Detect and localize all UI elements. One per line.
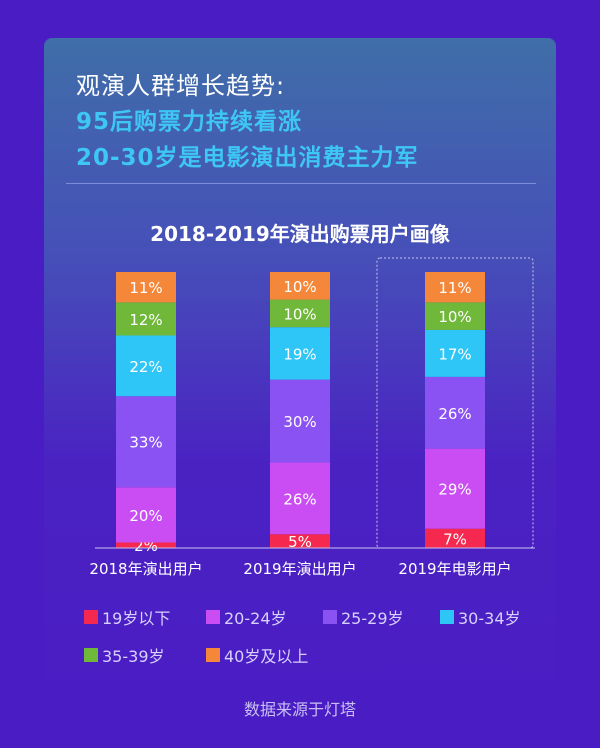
x-tick-label: 2019年电影用户: [398, 560, 511, 578]
highlight-box: [376, 257, 534, 549]
data-label: 20%: [129, 507, 162, 525]
legend-swatch: [84, 648, 98, 662]
legend-label: 30-34岁: [458, 609, 521, 628]
bar-segment: [425, 528, 485, 548]
data-label: 19%: [283, 345, 316, 363]
legend-swatch: [440, 610, 454, 624]
legend-item: 35-39岁: [84, 644, 206, 666]
chart-title: 2018-2019年演出购票用户画像: [150, 222, 450, 246]
data-label: 11%: [438, 279, 471, 297]
bar-segment: [425, 329, 485, 377]
bar-segment: [116, 396, 176, 488]
bar-segment: [116, 272, 176, 303]
bar-segment: [425, 302, 485, 330]
data-label: 10%: [283, 278, 316, 296]
bar-segment: [270, 299, 330, 328]
bar-segment: [425, 272, 485, 303]
legend-swatch: [84, 610, 98, 624]
data-label: 26%: [283, 490, 316, 508]
bar-segment: [116, 542, 176, 548]
data-label: 22%: [129, 358, 162, 376]
data-label: 12%: [129, 311, 162, 329]
bar-segment: [270, 534, 330, 548]
legend-swatch: [206, 610, 220, 624]
legend-swatch: [206, 648, 220, 662]
legend-swatch: [323, 610, 337, 624]
bar-segment: [270, 327, 330, 380]
data-label: 26%: [438, 405, 471, 423]
legend-label: 20-24岁: [224, 609, 287, 628]
headline: 观演人群增长趋势:: [76, 72, 286, 100]
data-source: 数据来源于灯塔: [243, 700, 356, 719]
x-tick-label: 2018年演出用户: [89, 560, 202, 578]
data-label: 33%: [129, 434, 162, 452]
legend-label: 25-29岁: [341, 609, 404, 628]
subheadline-2: 20-30岁是电影演出消费主力军: [76, 145, 419, 171]
subheadline-1: 95后购票力持续看涨: [76, 109, 303, 135]
legend-label: 35-39岁: [102, 647, 165, 666]
data-label: 11%: [129, 279, 162, 297]
legend-item: 25-29岁: [323, 606, 440, 628]
legend-item: 20-24岁: [206, 606, 323, 628]
data-label: 10%: [438, 308, 471, 326]
bar-segment: [425, 376, 485, 449]
bar-segment: [116, 302, 176, 336]
divider: [66, 183, 536, 184]
bar-segment: [116, 487, 176, 543]
bar-segment: [270, 272, 330, 300]
bar-segment: [116, 335, 176, 397]
legend-label: 19岁以下: [102, 609, 171, 628]
data-label: 5%: [288, 533, 312, 551]
legend-item: 40岁及以上: [206, 644, 323, 666]
x-tick-label: 2019年演出用户: [243, 560, 356, 578]
legend: 19岁以下 20-24岁 25-29岁 30-34岁 35-39岁 40岁及以上: [84, 606, 564, 666]
bar-segment: [270, 379, 330, 463]
legend-label: 40岁及以上: [224, 647, 309, 666]
legend-item: 19岁以下: [84, 606, 206, 628]
bar-segment: [270, 462, 330, 535]
data-label: 29%: [438, 481, 471, 499]
data-label: 10%: [283, 305, 316, 323]
data-label: 30%: [283, 413, 316, 431]
data-label: 7%: [443, 530, 467, 548]
legend-item: 30-34岁: [440, 606, 557, 628]
bar-segment: [425, 448, 485, 529]
data-label: 17%: [438, 345, 471, 363]
